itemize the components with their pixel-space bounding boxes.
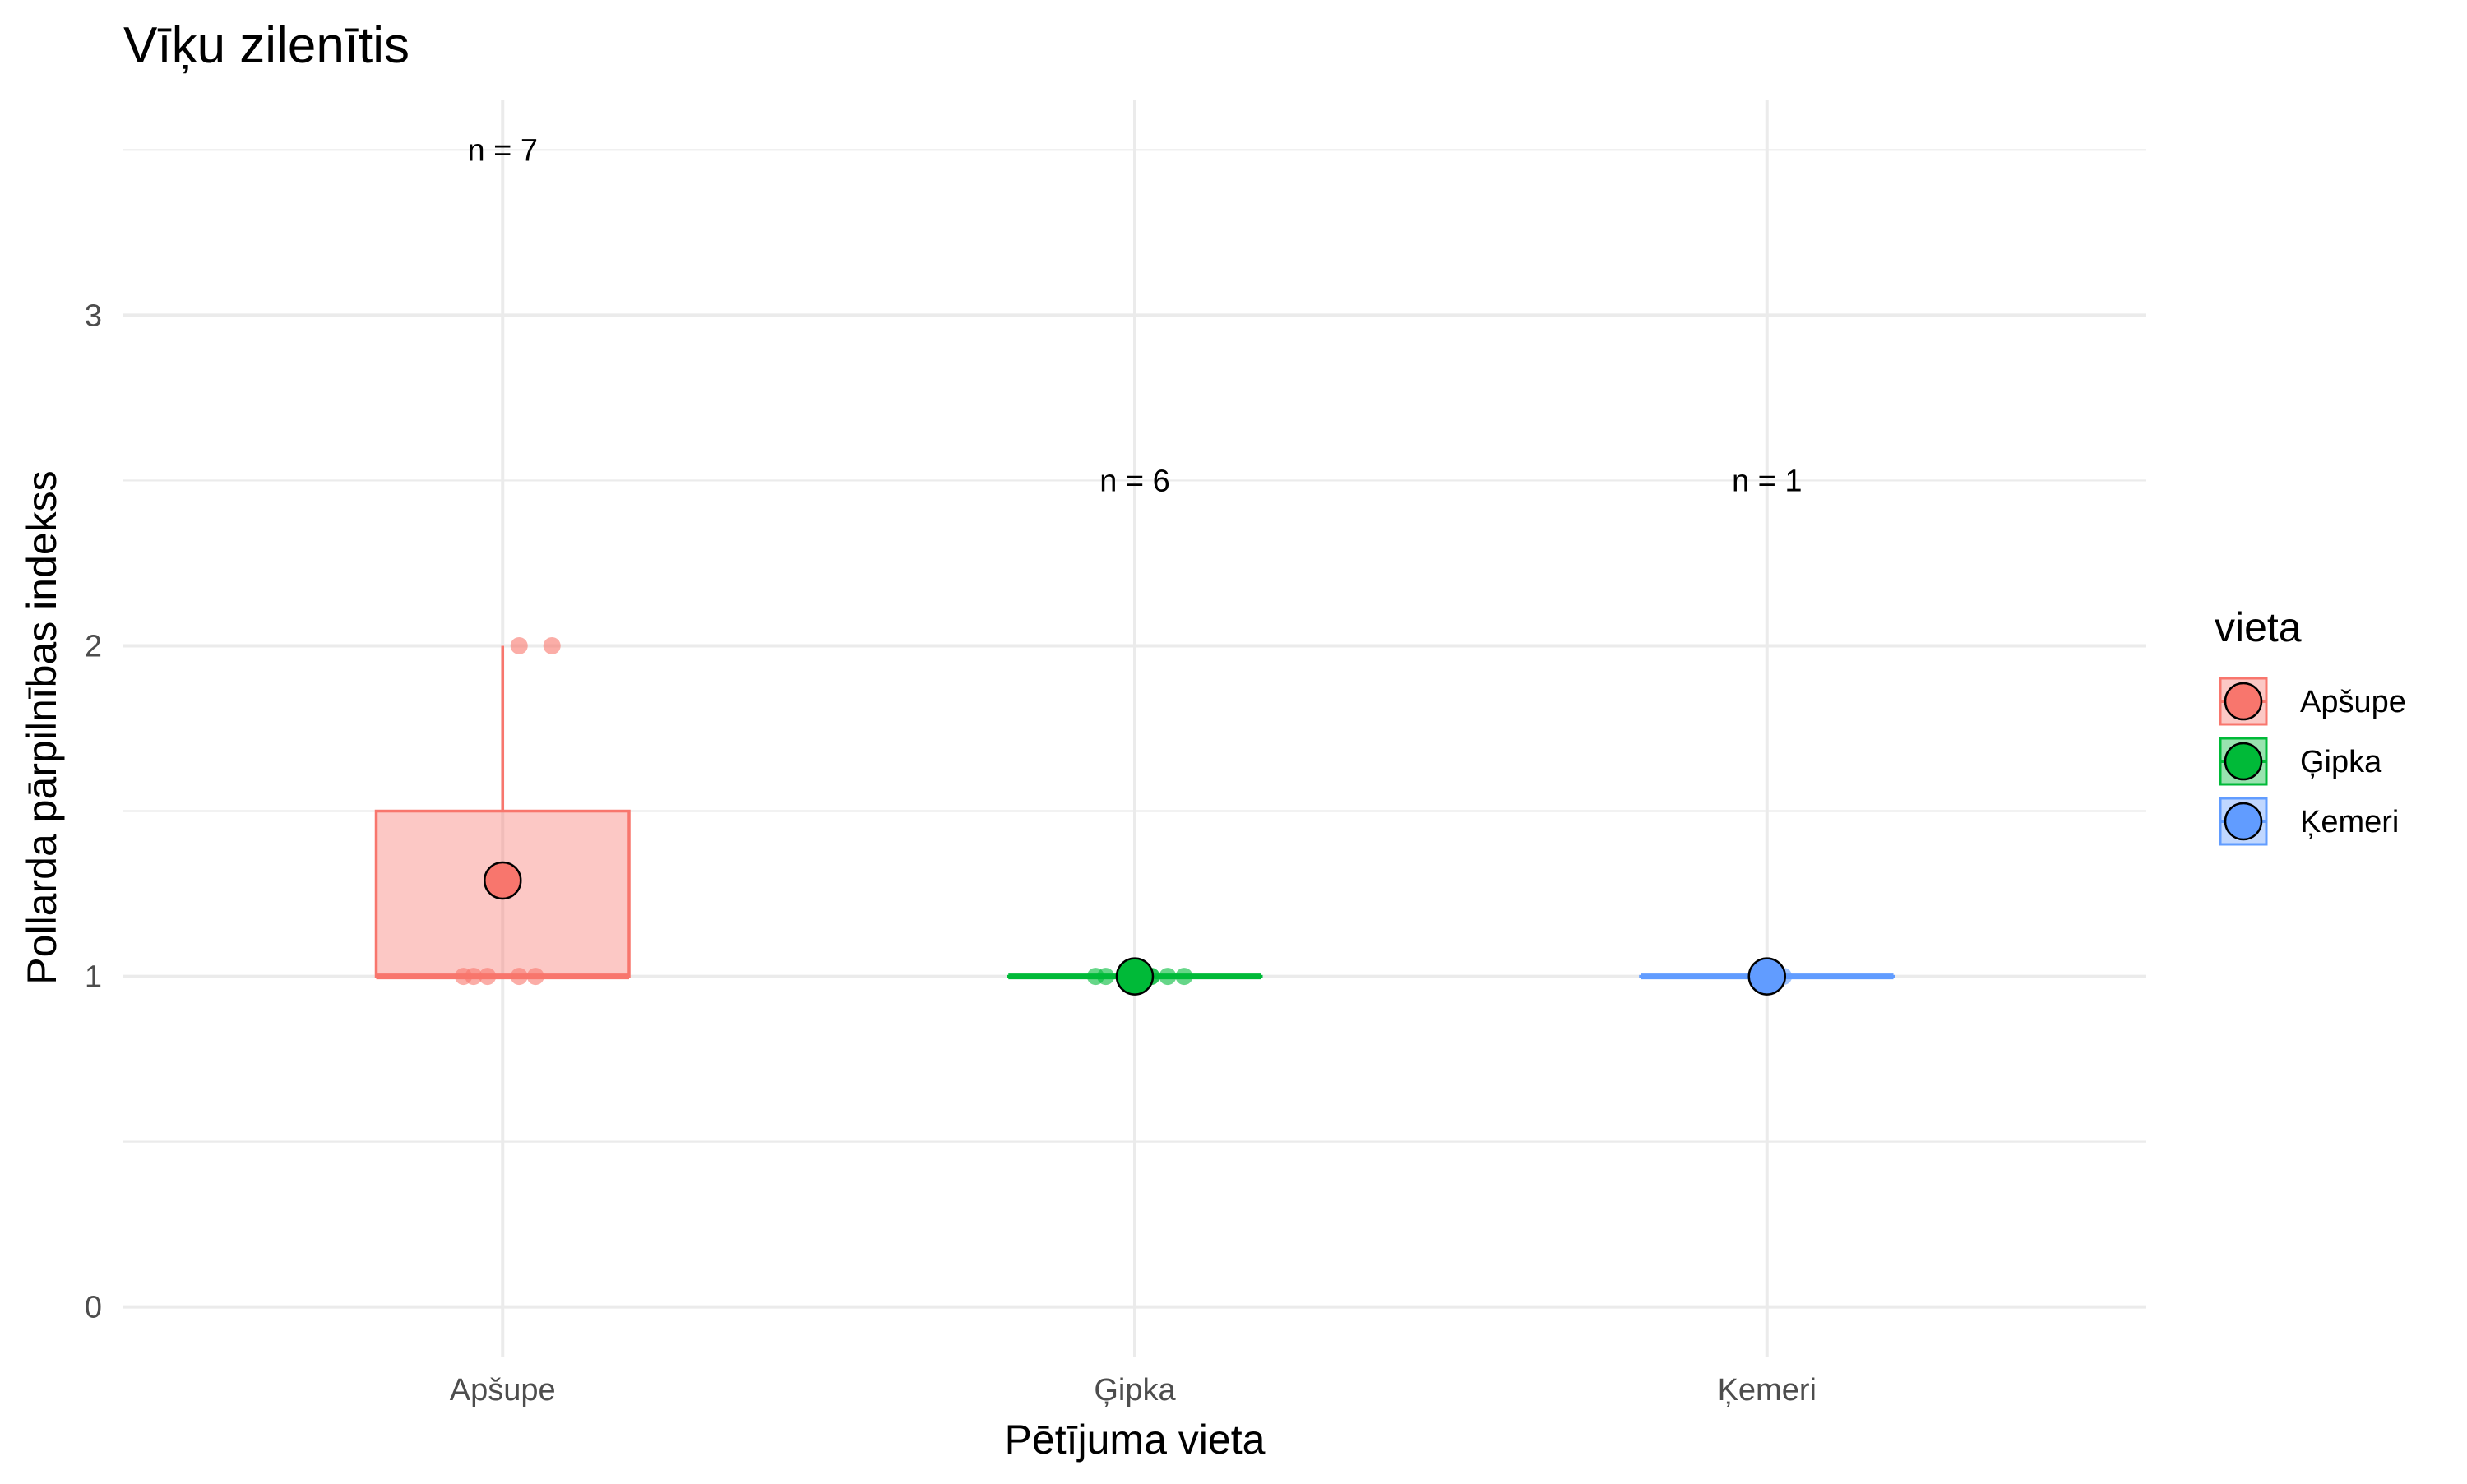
y-tick-label: 0: [85, 1291, 102, 1325]
x-tick-label: Apšupe: [450, 1373, 556, 1408]
x-tick-label: Ķemeri: [1718, 1373, 1817, 1408]
mean-gipka: [1117, 959, 1153, 995]
y-tick-label: 1: [85, 960, 102, 995]
point-gipka: [1175, 968, 1192, 985]
y-tick-label: 3: [85, 298, 102, 333]
point-apsupe: [527, 968, 544, 985]
gridlines: [123, 100, 2146, 1357]
mean-kemeri: [1749, 959, 1785, 995]
x-axis-ticks: Apšupe Ģipka Ķemeri: [450, 1373, 1817, 1408]
legend-title: vieta: [2215, 604, 2302, 650]
n-label-gipka: n = 6: [1099, 464, 1170, 498]
x-axis-title: Pētījuma vieta: [1005, 1417, 1266, 1463]
point-apsupe: [544, 637, 561, 654]
legend: vieta Apšupe Ģipka Ķemeri: [2215, 604, 2406, 844]
point-gipka: [1159, 968, 1176, 985]
n-label-kemeri: n = 1: [1732, 464, 1803, 498]
n-label-apsupe: n = 7: [467, 133, 538, 168]
x-tick-label: Ģipka: [1094, 1373, 1176, 1408]
legend-label-gipka: Ģipka: [2300, 745, 2382, 779]
chart-title: Vīķu zilenītis: [123, 17, 410, 74]
y-axis-ticks: 0 1 2 3: [85, 298, 102, 1325]
y-tick-label: 2: [85, 629, 102, 663]
legend-label-kemeri: Ķemeri: [2300, 805, 2399, 839]
legend-label-apsupe: Apšupe: [2300, 685, 2406, 719]
point-apsupe: [511, 968, 528, 985]
point-apsupe: [479, 968, 496, 985]
legend-key-point-gipka: [2225, 743, 2261, 779]
point-gipka: [1097, 968, 1114, 985]
point-apsupe: [511, 637, 528, 654]
mean-apsupe: [484, 862, 521, 899]
y-axis-title: Pollarda pārpilnības indekss: [19, 470, 65, 984]
legend-key-point-apsupe: [2225, 683, 2261, 719]
legend-key-point-kemeri: [2225, 803, 2261, 839]
